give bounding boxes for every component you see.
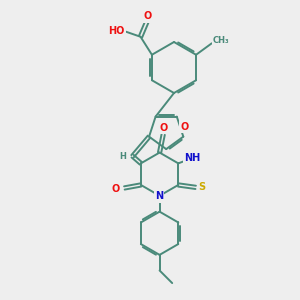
Text: O: O <box>159 123 167 133</box>
Text: O: O <box>144 11 152 21</box>
Text: N: N <box>155 191 163 201</box>
Text: HO: HO <box>108 26 125 36</box>
Text: O: O <box>180 122 189 132</box>
Text: H: H <box>119 152 126 161</box>
Text: O: O <box>112 184 120 194</box>
Text: S: S <box>199 182 206 192</box>
Text: CH₃: CH₃ <box>213 36 230 45</box>
Text: NH: NH <box>184 153 201 163</box>
